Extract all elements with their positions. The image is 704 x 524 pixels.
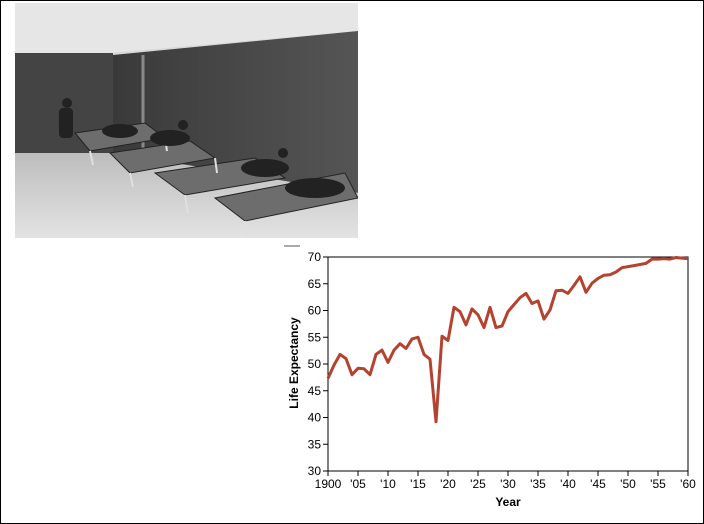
x-tick-label: '40	[560, 477, 576, 491]
hospital-ward-photo-illustration	[15, 3, 358, 238]
x-tick-label: '10	[380, 477, 396, 491]
x-tick-label: '05	[350, 477, 366, 491]
x-tick-label: '45	[590, 477, 606, 491]
y-tick-label: 40	[308, 411, 322, 425]
y-tick-label: 30	[308, 464, 322, 478]
y-tick-label: 70	[308, 250, 322, 264]
y-tick-label: 50	[308, 357, 322, 371]
plot-frame	[327, 256, 689, 472]
y-tick-label: 35	[308, 437, 322, 451]
y-tick-label: 55	[308, 330, 322, 344]
x-tick-label: '50	[620, 477, 636, 491]
x-tick-label: '30	[500, 477, 516, 491]
y-axis-title: Life Expectancy	[287, 317, 301, 409]
x-tick-label: '60	[680, 477, 696, 491]
x-tick-label: '15	[410, 477, 426, 491]
x-tick-label: '35	[530, 477, 546, 491]
x-tick-label: '20	[440, 477, 456, 491]
y-tick-label: 60	[308, 304, 322, 318]
x-axis-title: Year	[495, 495, 521, 509]
x-tick-label: 1900	[315, 477, 342, 491]
y-tick-label: 45	[308, 384, 322, 398]
y-tick-label: 65	[308, 277, 322, 291]
x-tick-label: '25	[470, 477, 486, 491]
life-expectancy-chart: 30 35 40 45 50 55 60 65 70 1900 '05 '10 '15 '20 '25 '30…	[284, 245, 696, 509]
historical-photo	[15, 3, 358, 238]
x-tick-label: '55	[650, 477, 666, 491]
life-expectancy-line	[326, 256, 689, 424]
